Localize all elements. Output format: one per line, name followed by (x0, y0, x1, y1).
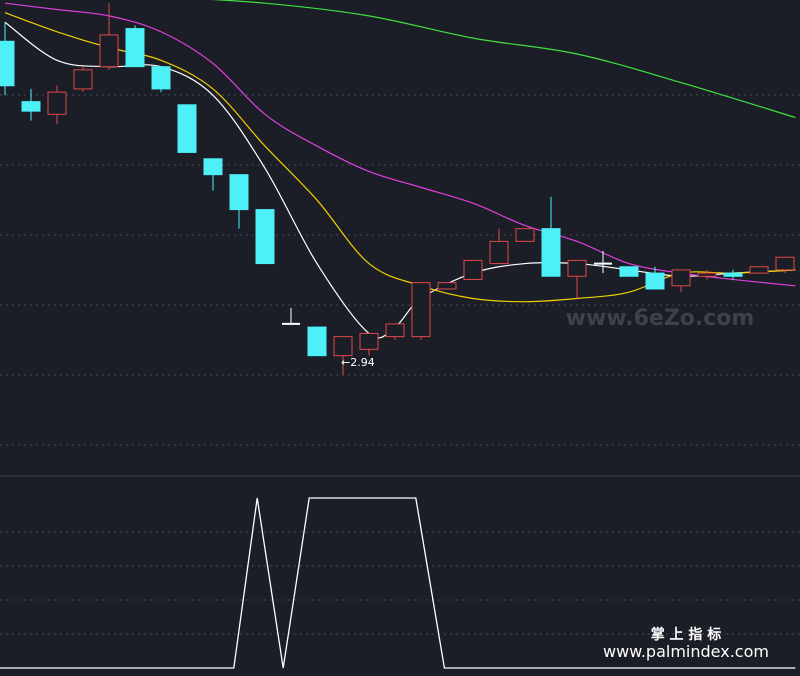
candle-body (359, 332, 379, 350)
candle-body (645, 272, 665, 290)
indicator-line (0, 497, 796, 669)
watermark-brand-url: www.palmindex.com (603, 642, 769, 661)
candle (567, 259, 587, 299)
candle (333, 336, 353, 375)
candle (671, 269, 691, 293)
candle-body (177, 104, 197, 153)
low-price-annotation: ←2.94 (341, 356, 375, 369)
candle (47, 85, 67, 124)
candle (385, 323, 405, 340)
candle-body (0, 40, 15, 87)
candle (775, 256, 795, 274)
candle-body (411, 282, 431, 338)
moving-average-line (212, 0, 796, 119)
candle-body (671, 269, 691, 287)
candle (594, 250, 612, 274)
candle-body (697, 272, 717, 277)
candle-body (541, 228, 561, 277)
candlestick-series (0, 3, 795, 375)
candle (177, 104, 197, 153)
watermark-mid: www.6eZo.com (566, 306, 755, 331)
candle (0, 22, 15, 96)
candle (229, 174, 249, 229)
indicator-grid (0, 531, 800, 635)
candle (99, 3, 119, 70)
candle (21, 88, 41, 121)
candle-body (385, 323, 405, 338)
candle (697, 269, 717, 280)
candle-body (723, 272, 743, 277)
main-grid (0, 94, 800, 446)
candle (515, 228, 535, 242)
candle (359, 332, 379, 356)
candle (73, 66, 93, 93)
candle (749, 266, 769, 274)
candle-body (307, 326, 327, 357)
moving-average-line (4, 2, 796, 287)
candle (723, 269, 743, 280)
candle (151, 66, 171, 93)
candle (619, 266, 639, 277)
candle-body (125, 28, 145, 68)
candle-body (151, 66, 171, 90)
candle (125, 25, 145, 68)
candle-body (567, 259, 587, 277)
watermark-brand-cn: 掌 上 指 标 (651, 626, 722, 643)
candle-body (463, 259, 483, 280)
indicator-series (0, 497, 796, 669)
candle-body (21, 101, 41, 112)
candle-body (229, 174, 249, 211)
candle-body (775, 256, 795, 271)
candle (541, 196, 561, 277)
candle (489, 228, 509, 265)
candle-body (255, 209, 275, 265)
candle-body (619, 266, 639, 277)
candle (255, 209, 275, 265)
candle (463, 259, 483, 280)
candle-body (203, 158, 223, 176)
candle (437, 282, 457, 290)
candle-body (489, 240, 509, 265)
candle-body (437, 282, 457, 290)
candle-body (47, 91, 67, 115)
candle (282, 308, 300, 325)
candle-body (99, 34, 119, 68)
candle (203, 158, 223, 191)
candle (307, 326, 327, 357)
candle-body (73, 69, 93, 90)
candle-body (333, 336, 353, 357)
candle-body (749, 266, 769, 274)
candle (645, 266, 665, 290)
candle-body (515, 228, 535, 242)
candle (411, 282, 431, 340)
